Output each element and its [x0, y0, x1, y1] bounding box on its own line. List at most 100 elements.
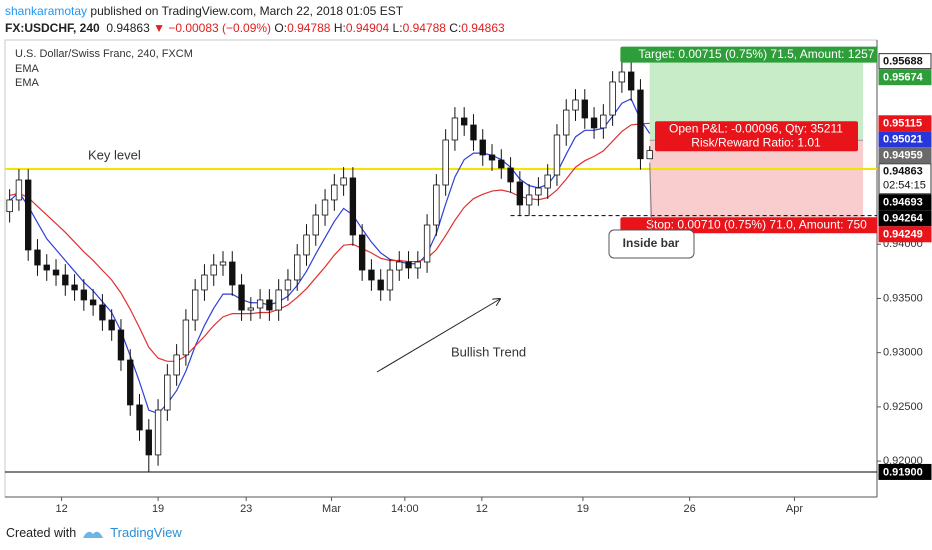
brand[interactable]: TradingView: [110, 525, 182, 540]
candle-body: [525, 194, 533, 206]
ohlc-key: L:: [392, 21, 403, 35]
price-label: 0.94959: [883, 150, 923, 162]
legend-entry: EMA: [15, 77, 40, 89]
candle-body: [173, 354, 180, 376]
price-label-box: [878, 69, 932, 86]
symbol: FX:USDCHF, 240: [5, 21, 100, 35]
y-tick-label: 0.93000: [883, 347, 923, 359]
candle-body: [136, 404, 143, 431]
candle-body: [498, 159, 505, 169]
pnl-box: [655, 121, 858, 152]
candle-body: [256, 299, 264, 309]
candle-body: [618, 71, 626, 83]
candle-body: [229, 261, 236, 286]
candle-body: [349, 177, 357, 236]
legend-entry: EMA: [15, 63, 40, 75]
candle-body: [627, 71, 635, 91]
price-label-box: [878, 53, 932, 70]
candle-body: [127, 359, 134, 406]
y-tick-label: 0.92500: [883, 401, 923, 413]
candle-body: [43, 264, 50, 271]
candle-body: [590, 117, 598, 129]
ohlc: O:0.94788 H:0.94904 L:0.94788 C:0.94863: [274, 21, 504, 35]
chart-title: U.S. Dollar/Swiss Franc, 240, FXCM: [15, 48, 193, 60]
price-label: 0.94264: [883, 213, 924, 225]
candle-body: [609, 81, 616, 116]
candle-body: [321, 199, 329, 216]
price-label-box: [878, 147, 932, 164]
x-tick-label: Mar: [322, 503, 341, 515]
rr-text: Risk/Reward Ratio: 1.01: [691, 135, 821, 149]
candle-body: [479, 139, 486, 156]
candle-body: [247, 307, 255, 311]
candle-body: [563, 109, 570, 136]
last: 0.94863: [106, 21, 150, 35]
logo: [83, 531, 104, 538]
candle-body: [201, 274, 208, 291]
footer: Created with TradingView: [6, 525, 182, 540]
hline-text: Key level: [88, 147, 141, 162]
callout-box: [608, 229, 695, 259]
candle-body: [433, 184, 440, 226]
candle-body: [312, 214, 319, 236]
candle-body: [442, 139, 449, 186]
candle-body: [210, 264, 217, 276]
price-label: 0.95688: [883, 56, 923, 68]
candle-body: [80, 289, 88, 301]
candle-body: [219, 261, 227, 266]
candle-body: [470, 124, 477, 141]
x-tick-label: Apr: [786, 503, 803, 515]
change: ▼ −0.00083 (−0.09%): [153, 21, 272, 35]
candle-body: [535, 187, 542, 196]
created-with: Created with: [6, 525, 77, 540]
pnl-text: Open P&L: -0.00096, Qty: 35211: [669, 121, 843, 135]
candle-body: [266, 299, 273, 311]
x-tick-label: 19: [577, 503, 589, 515]
candle-body: [377, 279, 384, 291]
candle-body: [488, 154, 496, 161]
candle-body: [34, 249, 41, 266]
candle-body: [331, 184, 338, 201]
target-text: Target: 0.00715 (0.75%) 71.5, Amount: 12…: [638, 47, 874, 61]
candle-body: [396, 261, 403, 271]
ohlc-key: O:: [274, 21, 288, 35]
target-box: [620, 46, 877, 63]
candle-body: [117, 329, 125, 361]
candle-body: [6, 199, 13, 213]
price-label-box: [878, 210, 932, 227]
candle-body: [368, 269, 375, 281]
price-label-box: [878, 463, 932, 480]
ohlc-value: 0.94904: [345, 21, 390, 35]
price-label: 0.94863: [883, 166, 923, 178]
countdown: 02:54:15: [883, 180, 926, 192]
candle-body: [637, 89, 644, 160]
quote-line: FX:USDCHF, 240 0.94863 ▼ −0.00083 (−0.09…: [5, 20, 505, 37]
ohlc-key: C:: [449, 21, 462, 35]
candle-body: [507, 167, 514, 183]
plot: Target: 0.00715 (0.75%) 71.5, Amount: 12…: [5, 46, 877, 473]
candle-body: [25, 179, 32, 251]
callout-text: Inside bar: [623, 236, 680, 250]
candle-body: [451, 117, 459, 141]
price-label: 0.95021: [883, 134, 923, 146]
chart: Target: 0.00715 (0.75%) 71.5, Amount: 12…: [4, 39, 932, 515]
author[interactable]: shankaramotay: [5, 4, 88, 18]
price-label-box: [878, 226, 932, 243]
candle-body: [164, 374, 171, 411]
ohlc-value: 0.94788: [287, 21, 331, 35]
header: shankaramotay published on TradingView.c…: [5, 3, 505, 37]
x-tick-label: 26: [683, 503, 695, 515]
ohlc-value: 0.94863: [461, 21, 505, 35]
candle-body: [461, 117, 468, 126]
candle-body: [553, 134, 561, 176]
price-label: 0.95674: [883, 72, 924, 84]
candle-body: [145, 429, 152, 456]
ema-line: [9, 122, 650, 362]
price-label: 0.94693: [883, 197, 923, 209]
candle-body: [182, 319, 190, 356]
published: published on TradingView.com, March 22, …: [90, 4, 404, 18]
candle-body: [89, 299, 97, 306]
stop-zone: [649, 140, 864, 218]
candle-body: [414, 261, 421, 269]
candle-body: [544, 174, 551, 189]
